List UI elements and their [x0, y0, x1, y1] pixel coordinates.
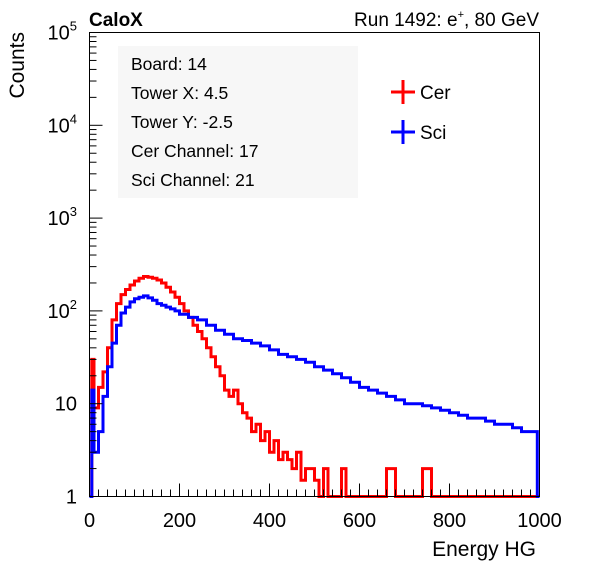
info-box-line: Cer Channel: 17 [131, 141, 258, 161]
y-axis: 1 10 102 103 104 105 [48, 19, 103, 509]
info-box-line: Tower X: 4.5 [131, 83, 228, 103]
legend-label-cer: Cer [420, 83, 451, 104]
series-layer [89, 275, 540, 498]
y-tick-label: 102 [48, 297, 77, 323]
y-tick-label: 104 [48, 111, 77, 137]
x-tick-label: 800 [433, 510, 466, 532]
title-left: CaloX [89, 10, 143, 31]
series-sci-line [89, 294, 540, 498]
y-tick-label: 10 [55, 394, 77, 416]
title-right-sup: + [458, 9, 464, 21]
y-tick-label: 105 [48, 19, 77, 45]
x-axis-label: Energy HG [432, 538, 536, 561]
title-right: Run 1492: e+, 80 GeV [354, 9, 539, 31]
title-right-suffix: , 80 GeV [464, 10, 539, 31]
legend-label-sci: Sci [420, 123, 446, 144]
x-tick-label: 400 [253, 510, 286, 532]
x-tick-label: 200 [163, 510, 196, 532]
legend: Cer Sci [391, 80, 451, 144]
y-tick-label: 103 [48, 204, 77, 230]
x-tick-label: 0 [84, 510, 95, 532]
info-box-line: Sci Channel: 21 [131, 170, 255, 190]
series-cer-line [89, 275, 540, 498]
info-box: Board: 14 Tower X: 4.5 Tower Y: -2.5 Cer Ch… [118, 46, 358, 198]
title-right-prefix: Run 1492: e [354, 10, 458, 31]
x-tick-label: 600 [343, 510, 376, 532]
y-tick-label: 1 [66, 487, 77, 509]
info-box-line: Board: 14 [131, 54, 207, 74]
x-tick-label: 1000 [517, 510, 562, 532]
x-axis: 0 200 400 600 800 1000 [84, 483, 562, 532]
info-box-line: Tower Y: -2.5 [131, 112, 233, 132]
info-box-background [118, 46, 358, 198]
y-axis-label: Counts [6, 32, 29, 99]
